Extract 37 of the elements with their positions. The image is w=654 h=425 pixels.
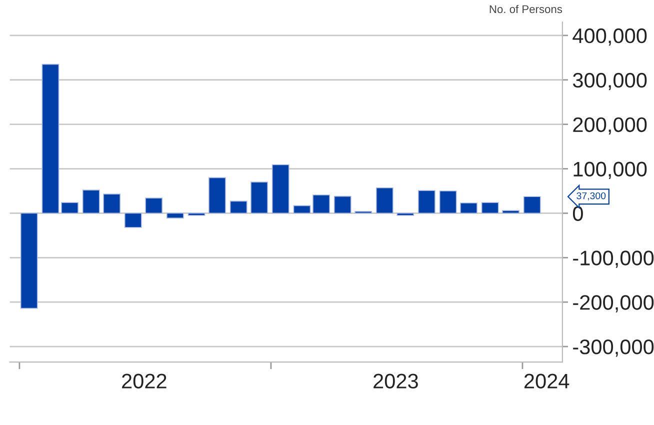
text: 37,300: [576, 192, 606, 200]
y-tick-label: -200,000: [573, 295, 654, 312]
bar: [61, 202, 78, 214]
bar: [208, 177, 226, 214]
bar: [439, 190, 457, 214]
bar: [42, 64, 60, 214]
bar: [334, 196, 352, 214]
y-tick-label: 100,000: [574, 162, 647, 179]
bar: [523, 196, 541, 214]
y-tick-label: -100,000: [573, 250, 654, 268]
bar: [103, 194, 120, 214]
bar: [418, 190, 436, 214]
bar: [481, 202, 499, 214]
y-tick-label: 400,000: [572, 28, 647, 46]
bar: [272, 164, 290, 214]
bar: [502, 210, 520, 214]
bar: [124, 212, 142, 228]
bar: [293, 205, 311, 214]
y-tick-label: 0: [572, 206, 583, 221]
bar: [145, 198, 163, 214]
bar: [166, 212, 184, 219]
bar: [376, 187, 394, 214]
bar: [230, 200, 248, 214]
bar: [250, 182, 268, 214]
bar: [188, 212, 206, 216]
bar: [396, 212, 414, 216]
y-axis-title: No. of Persons: [490, 4, 562, 14]
y-tick-label: 300,000: [572, 72, 647, 90]
bar: [312, 194, 330, 214]
x-tick-label: 2022: [122, 374, 166, 389]
bar: [82, 190, 100, 214]
y-tick-label: -300,000: [573, 340, 654, 357]
bar: [20, 212, 38, 309]
x-tick-label: 2024: [524, 374, 570, 389]
y-tick-label: 200,000: [573, 117, 647, 135]
bar: [460, 202, 478, 214]
x-tick-label: 2023: [374, 374, 418, 389]
